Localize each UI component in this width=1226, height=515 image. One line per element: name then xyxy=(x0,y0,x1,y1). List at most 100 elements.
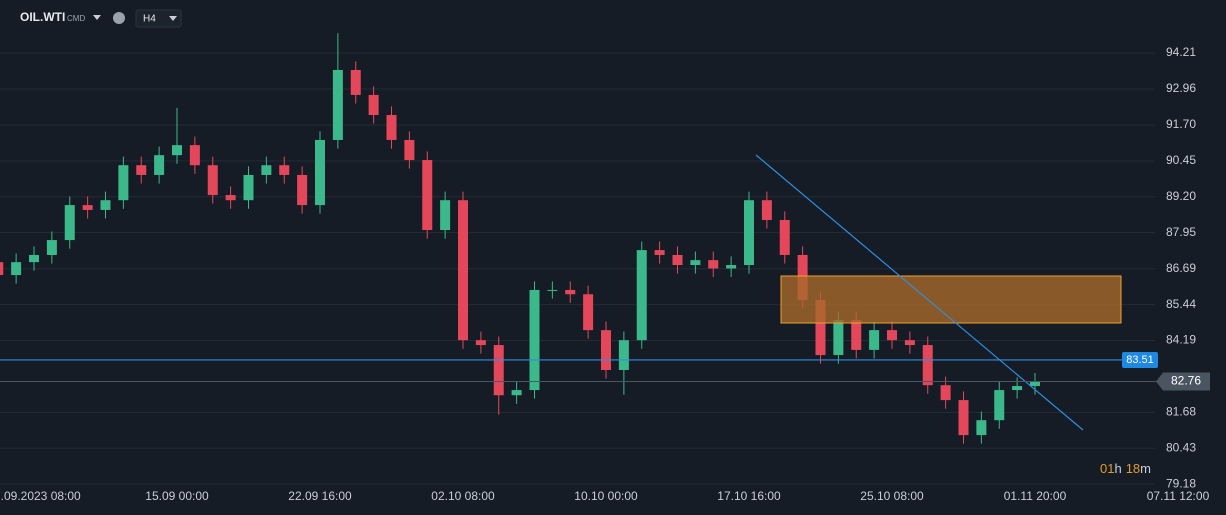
candle-body xyxy=(976,420,987,436)
candle-body xyxy=(46,240,57,255)
y-tick-label: 92.96 xyxy=(1166,81,1196,95)
candle-body xyxy=(618,340,629,370)
candle-body xyxy=(708,260,719,269)
candle-body xyxy=(672,254,683,266)
last-price-box xyxy=(1156,372,1210,391)
y-tick-label: 87.95 xyxy=(1166,225,1196,239)
candle-body xyxy=(458,200,468,341)
candle-body xyxy=(529,289,540,391)
dropdown[interactable] xyxy=(169,16,177,21)
y-tick-label: 79.18 xyxy=(1166,476,1196,490)
timeframe: H4 xyxy=(143,14,156,25)
candle-body xyxy=(493,345,504,396)
symbol: OIL.WTI xyxy=(20,10,65,24)
candle-body xyxy=(833,320,844,356)
candle-body xyxy=(100,200,111,210)
candle-body xyxy=(601,330,611,370)
y-tick-label: 80.43 xyxy=(1166,440,1196,454)
candle-body xyxy=(368,94,379,116)
candle-body xyxy=(172,145,182,156)
info-icon[interactable] xyxy=(113,12,125,24)
candle-body xyxy=(332,69,343,140)
price-line-label: 83.51 xyxy=(1126,354,1154,366)
candle-body xyxy=(422,160,433,231)
x-tick-label: 02.10 08:00 xyxy=(431,489,495,503)
candle-body xyxy=(869,330,880,350)
candle-body xyxy=(11,262,22,276)
candle-body xyxy=(511,390,522,396)
candle-body xyxy=(958,400,969,436)
candle-body xyxy=(690,260,701,266)
candle-body xyxy=(654,250,665,255)
candle-body xyxy=(475,340,486,346)
candle-body xyxy=(225,195,236,201)
timer-m: m xyxy=(1140,461,1151,476)
candle-body xyxy=(136,165,147,175)
candle-body xyxy=(315,139,325,206)
candle-body xyxy=(636,250,647,341)
x-tick-label: 17.10 16:00 xyxy=(717,489,781,503)
header: OIL.WTI CMD H4 xyxy=(20,9,182,28)
y-tick-label: 89.20 xyxy=(1166,189,1196,203)
candle-body xyxy=(82,205,93,210)
candle-body xyxy=(887,330,897,341)
zone xyxy=(780,275,1122,324)
timeframe-box[interactable] xyxy=(135,9,182,28)
candle-body xyxy=(761,200,772,220)
candle-body xyxy=(243,174,254,201)
last-price-label: 82.76 xyxy=(1171,374,1201,388)
candles xyxy=(0,33,1040,444)
candle-body xyxy=(904,340,915,346)
timer-minutes: 18 xyxy=(1126,461,1140,476)
candle-body xyxy=(118,165,129,201)
candle-body xyxy=(29,254,39,263)
dropdown[interactable] xyxy=(93,15,101,20)
timer-h: h xyxy=(1114,461,1121,476)
candle-body xyxy=(815,300,826,356)
candle-body xyxy=(779,219,790,255)
x-tick-label: 25.10 08:00 xyxy=(860,489,924,503)
trend-line xyxy=(755,154,1084,431)
candle-body xyxy=(64,205,75,241)
x-tick-label: 07.11 12:00 xyxy=(1147,489,1210,503)
x-tick-label: 10.10 00:00 xyxy=(574,489,638,503)
y-tick-label: 91.70 xyxy=(1166,117,1196,131)
x-tick-label: 15.09 00:00 xyxy=(145,489,209,503)
x-tick-label: 22.09 16:00 xyxy=(288,489,352,503)
candle-body xyxy=(261,165,272,175)
candle-body xyxy=(386,115,397,140)
timer-hours: 01 xyxy=(1100,461,1114,476)
candle-body xyxy=(297,174,308,206)
candle-body xyxy=(547,289,558,291)
candle-body xyxy=(1012,386,1023,391)
candle-body xyxy=(1030,381,1040,387)
price-line-box xyxy=(1122,351,1158,368)
y-tick-label: 90.45 xyxy=(1166,153,1196,167)
candle-body xyxy=(922,345,933,386)
candle-body xyxy=(189,145,200,166)
candle-body xyxy=(0,262,4,276)
y-tick-label: 85.44 xyxy=(1166,297,1196,311)
x-tick-label: 01.11 20:00 xyxy=(1004,489,1067,503)
candle-body xyxy=(207,165,218,196)
candle-body xyxy=(994,390,1005,421)
x-tick-label: 07.09.2023 08:00 xyxy=(0,489,81,503)
y-tick-label: 86.69 xyxy=(1166,261,1196,275)
candle-body xyxy=(565,289,576,295)
market: CMD xyxy=(67,14,85,23)
candle-body xyxy=(851,320,862,350)
timer: 01h 18m xyxy=(1100,461,1151,476)
candle-body xyxy=(279,165,290,175)
candle-body xyxy=(744,200,754,266)
candle-body xyxy=(350,69,361,95)
candle-body xyxy=(154,155,165,175)
y-tick-label: 94.21 xyxy=(1166,45,1196,59)
overlay: 83.51 82.76 xyxy=(0,351,1210,391)
y-tick-label: 81.68 xyxy=(1166,405,1196,419)
y-tick-label: 84.19 xyxy=(1166,333,1196,347)
candle-body xyxy=(583,294,594,331)
candle-body xyxy=(404,139,415,161)
candle-body xyxy=(726,265,737,269)
candle-body xyxy=(940,385,951,401)
